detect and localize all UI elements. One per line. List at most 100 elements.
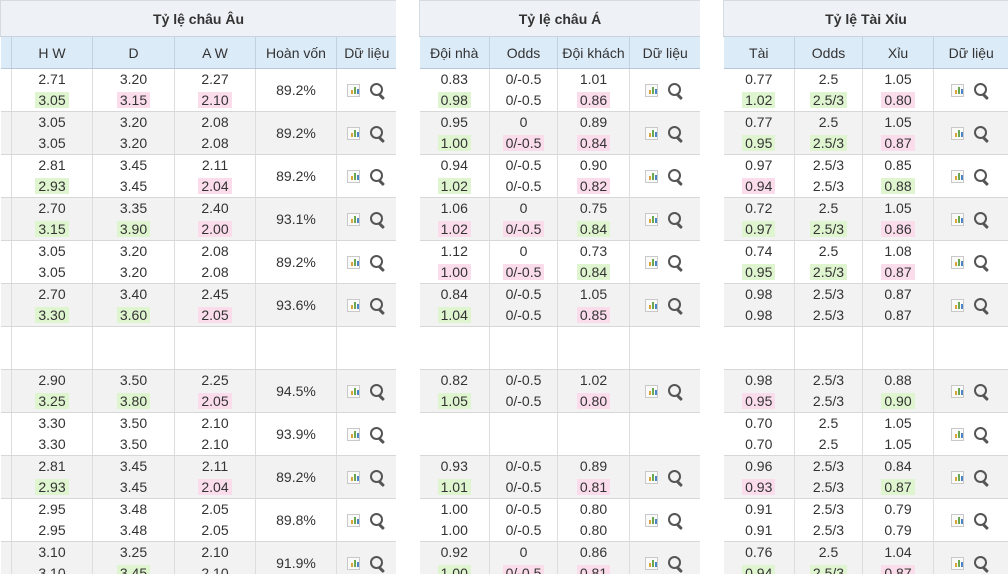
header-hw: H W <box>11 36 93 69</box>
handicap: 0 0/-0.5 <box>489 111 558 155</box>
bar-chart-icon[interactable] <box>346 170 360 184</box>
bar-chart-icon[interactable] <box>951 428 965 442</box>
search-icon[interactable] <box>667 125 685 143</box>
bar-chart-icon[interactable] <box>645 256 659 270</box>
live-value: 3.15 <box>93 90 174 111</box>
table-row: 0.76 0.94 2.5 2.5/3 1.04 0.87 <box>723 541 1008 574</box>
opening-value: 0.77 <box>724 112 795 133</box>
bar-chart-icon[interactable] <box>951 385 965 399</box>
live-value: 1.02 <box>420 219 490 240</box>
search-icon[interactable] <box>973 555 991 573</box>
odds-value: 0.95 <box>742 393 776 409</box>
empty-cell <box>335 326 396 370</box>
total-line: 2.5 2.5/3 <box>794 68 863 112</box>
bar-chart-icon[interactable] <box>645 213 659 227</box>
search-icon[interactable] <box>369 82 387 100</box>
bar-chart-icon[interactable] <box>951 84 965 98</box>
bar-chart-icon[interactable] <box>951 170 965 184</box>
bar-chart-icon[interactable] <box>346 84 360 98</box>
search-icon[interactable] <box>369 168 387 186</box>
opening-value: 0 <box>490 198 557 219</box>
search-icon[interactable] <box>973 426 991 444</box>
bar-chart-icon[interactable] <box>346 256 360 270</box>
search-icon[interactable] <box>369 125 387 143</box>
search-icon[interactable] <box>973 512 991 530</box>
search-icon[interactable] <box>369 211 387 229</box>
bar-chart-icon[interactable] <box>645 385 659 399</box>
bar-chart-icon[interactable] <box>951 557 965 571</box>
draw-odds: 3.45 3.45 <box>92 154 175 198</box>
bar-chart-icon[interactable] <box>346 385 360 399</box>
search-icon[interactable] <box>973 211 991 229</box>
search-icon[interactable] <box>369 469 387 487</box>
bar-chart-icon[interactable] <box>951 514 965 528</box>
opening-value: 1.08 <box>863 241 933 262</box>
over-odds: 0.96 0.93 <box>723 455 795 499</box>
odds-value: 0 <box>519 243 528 259</box>
opening-value: 2.5 <box>795 69 862 90</box>
odds-value: 0.86 <box>881 221 915 237</box>
search-icon[interactable] <box>667 512 685 530</box>
bar-chart-icon[interactable] <box>346 471 360 485</box>
bar-chart-icon[interactable] <box>645 170 659 184</box>
search-icon[interactable] <box>973 383 991 401</box>
search-icon[interactable] <box>667 555 685 573</box>
table-row: 2.81 2.93 3.45 3.45 2.11 2.04 89.2% <box>0 154 396 198</box>
bar-chart-icon[interactable] <box>645 127 659 141</box>
bar-chart-icon[interactable] <box>645 514 659 528</box>
odds-value: 2.08 <box>201 243 229 259</box>
bar-chart-icon[interactable] <box>951 127 965 141</box>
odds-value: 3.05 <box>38 243 66 259</box>
bar-chart-icon[interactable] <box>951 213 965 227</box>
search-icon[interactable] <box>973 82 991 100</box>
search-icon[interactable] <box>667 82 685 100</box>
bar-chart-icon[interactable] <box>346 299 360 313</box>
live-value: 0.95 <box>724 391 795 412</box>
table-row: 2.95 2.95 3.48 3.48 2.05 2.05 89.8% <box>0 498 396 542</box>
total-line: 2.5/3 2.5/3 <box>794 154 863 198</box>
search-icon[interactable] <box>369 512 387 530</box>
bar-chart-icon[interactable] <box>951 256 965 270</box>
search-icon[interactable] <box>369 426 387 444</box>
search-icon[interactable] <box>667 211 685 229</box>
search-icon[interactable] <box>667 297 685 315</box>
row-marker <box>0 498 12 542</box>
odds-value: 3.20 <box>119 114 148 130</box>
opening-value: 2.71 <box>12 69 92 90</box>
bar-chart-icon[interactable] <box>951 299 965 313</box>
data-links <box>628 541 700 574</box>
search-icon[interactable] <box>973 125 991 143</box>
bar-chart-icon[interactable] <box>346 514 360 528</box>
search-icon[interactable] <box>667 168 685 186</box>
search-icon[interactable] <box>369 383 387 401</box>
odds-value: 0.77 <box>745 114 773 130</box>
bar-chart-icon[interactable] <box>346 557 360 571</box>
search-icon[interactable] <box>973 254 991 272</box>
search-icon[interactable] <box>973 469 991 487</box>
search-icon[interactable] <box>667 383 685 401</box>
bar-chart-icon[interactable] <box>346 213 360 227</box>
search-icon[interactable] <box>369 297 387 315</box>
search-icon[interactable] <box>667 254 685 272</box>
live-value: 0.86 <box>863 219 933 240</box>
under-odds: 1.05 0.86 <box>862 197 934 241</box>
odds-value: 0.88 <box>884 372 912 388</box>
opening-value: 0.70 <box>724 413 795 434</box>
bar-chart-icon[interactable] <box>346 428 360 442</box>
odds-value: 0.89 <box>579 114 608 130</box>
row-marker <box>0 283 12 327</box>
search-icon[interactable] <box>369 555 387 573</box>
search-icon[interactable] <box>369 254 387 272</box>
search-icon[interactable] <box>973 168 991 186</box>
search-icon[interactable] <box>973 297 991 315</box>
odds-value: 2.11 <box>201 458 229 474</box>
odds-value: 0 <box>519 114 528 130</box>
search-icon[interactable] <box>667 469 685 487</box>
bar-chart-icon[interactable] <box>645 84 659 98</box>
bar-chart-icon[interactable] <box>645 299 659 313</box>
bar-chart-icon[interactable] <box>645 557 659 571</box>
bar-chart-icon[interactable] <box>645 471 659 485</box>
bar-chart-icon[interactable] <box>951 471 965 485</box>
bar-chart-icon[interactable] <box>346 127 360 141</box>
return-rate: 89.2% <box>255 240 337 284</box>
